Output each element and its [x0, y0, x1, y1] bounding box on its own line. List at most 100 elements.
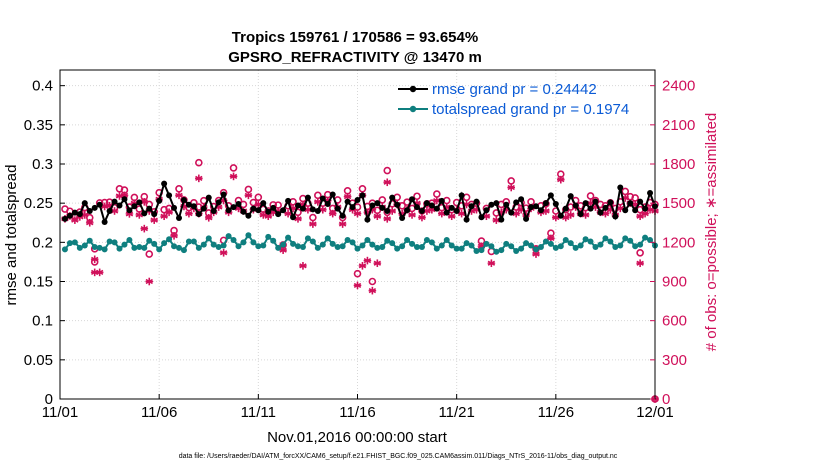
rmse-point	[61, 215, 68, 222]
rmse-point	[404, 207, 411, 214]
totalspread-point	[250, 239, 257, 246]
legend-label-totalspread: totalspread grand pr = 0.1974	[432, 101, 629, 118]
rmse-point	[607, 199, 614, 206]
totalspread-point	[185, 238, 192, 245]
rmse-point	[508, 209, 515, 216]
totalspread-point	[552, 244, 559, 251]
y-left-tick-label: 0.35	[24, 117, 53, 134]
totalspread-point	[428, 239, 435, 246]
rmse-point	[557, 212, 564, 219]
totalspread-point	[329, 240, 336, 247]
obs-assimilated-point	[383, 215, 392, 223]
rmse-point	[587, 205, 594, 212]
rmse-point	[190, 203, 197, 210]
obs-assimilated-point	[418, 213, 426, 222]
ticks: 11/01 11/06 11/11 11/16 11/21 11/26 12/0100.05…	[24, 78, 696, 421]
obs-possible-point	[309, 213, 317, 222]
obs-assimilated-point	[457, 209, 466, 218]
totalspread-point	[61, 246, 68, 253]
obs-possible-point	[636, 248, 644, 257]
y-right-tick-label: 900	[662, 274, 687, 291]
x-tick-label: 11/16	[339, 404, 375, 421]
rmse-point	[528, 204, 535, 211]
totalspread-point	[195, 244, 202, 251]
obs-assimilated-point	[150, 216, 159, 224]
totalspread-point	[389, 240, 396, 247]
rmse-point	[547, 192, 554, 199]
totalspread-point	[136, 244, 143, 251]
totalspread-point	[166, 236, 173, 243]
obs-possible-point	[175, 185, 183, 193]
rmse-point	[418, 208, 425, 214]
y-right-tick-label: 1200	[662, 234, 695, 251]
totalspread-point	[433, 245, 440, 252]
x-tick-label: 11/01	[42, 404, 78, 421]
rmse-point	[180, 197, 187, 204]
y-right-tick-label: 1800	[662, 156, 695, 173]
rmse-point	[240, 208, 247, 215]
x-axis-label: Nov.01,2016 00:00:00 start	[267, 429, 448, 446]
rmse-point	[230, 204, 237, 211]
y-axis-label-left: rmse and totalspread	[3, 165, 20, 306]
rmse-point	[622, 207, 629, 214]
totalspread-point	[156, 246, 163, 253]
rmse-point	[86, 208, 93, 214]
rmse-point	[389, 194, 396, 201]
rmse-point	[76, 211, 83, 218]
obs-assimilated-point	[383, 178, 392, 187]
rmse-point	[324, 200, 331, 207]
totalspread-point	[508, 243, 515, 250]
rmse-point	[319, 195, 326, 202]
totalspread-point	[295, 243, 301, 250]
obs-assimilated-point	[358, 262, 367, 270]
totalspread-point	[458, 245, 465, 252]
rmse-point	[309, 206, 316, 213]
obs-assimilated-point	[388, 207, 397, 215]
rmse-point	[215, 199, 222, 206]
rmse-point	[96, 201, 103, 208]
rmse-point	[290, 214, 297, 221]
rmse-point	[597, 209, 604, 216]
obs-assimilated-point	[328, 209, 337, 218]
rmse-point	[151, 211, 158, 218]
obs-assimilated-point	[373, 259, 382, 268]
totalspread-point	[116, 245, 123, 252]
grid	[59, 70, 656, 400]
obs-assimilated-point	[368, 286, 377, 295]
rmse-point	[577, 211, 584, 218]
totalspread-point	[240, 239, 247, 246]
totalspread-point	[81, 242, 88, 249]
totalspread-point	[364, 236, 371, 243]
rmse-point	[235, 200, 242, 207]
rmse-point	[131, 203, 138, 210]
obs-assimilated-point	[556, 175, 565, 184]
y-right-tick-label: 2400	[662, 78, 695, 95]
obs-assimilated-point	[353, 281, 362, 290]
rmse-point	[617, 184, 624, 191]
totalspread-point	[384, 237, 391, 244]
obs-possible-point	[527, 198, 535, 206]
totalspread-point	[513, 247, 520, 254]
rmse-point	[339, 212, 346, 219]
x-tick-label: 11/11	[241, 404, 276, 421]
obs-possible-point	[314, 191, 322, 200]
rmse-point	[602, 204, 609, 211]
rmse-point	[314, 208, 321, 214]
rmse-point	[225, 207, 232, 214]
totalspread-point	[339, 243, 346, 250]
obs-possible-point	[358, 185, 367, 193]
rmse-point	[166, 192, 173, 199]
obs-possible-point	[90, 258, 99, 266]
y-left-tick-label: 0.3	[32, 156, 53, 173]
rmse-point	[136, 199, 143, 206]
totalspread-point	[617, 242, 624, 249]
rmse-point	[438, 197, 445, 204]
y-left-tick-label: 0	[45, 391, 53, 408]
rmse-point	[116, 202, 123, 209]
obs-assimilated-point	[185, 209, 193, 218]
rmse-point	[448, 204, 455, 211]
rmse-point	[428, 202, 435, 209]
totalspread-point	[453, 245, 460, 252]
totalspread-point	[245, 232, 252, 239]
